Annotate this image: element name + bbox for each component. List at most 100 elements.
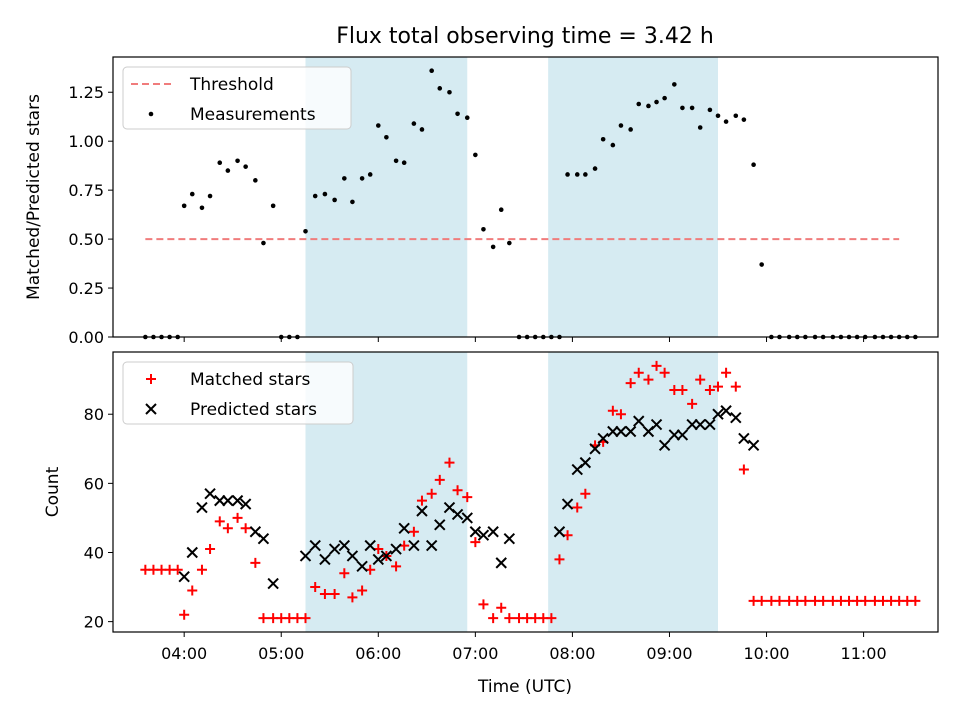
predicted-stars-marker (738, 432, 750, 445)
predicted-stars-marker (299, 550, 312, 562)
measurement-point (455, 111, 460, 117)
measurement-point (342, 176, 347, 181)
matched-stars-marker (172, 564, 183, 575)
predicted-stars-marker (231, 494, 244, 507)
predicted-stars-marker (425, 539, 438, 552)
measurement-point (253, 178, 258, 183)
y-tick-label: 1.00 (68, 132, 104, 151)
legend-box (122, 361, 354, 425)
measurement-point (490, 244, 496, 250)
measurement-point (707, 107, 713, 113)
legend-box (122, 66, 352, 130)
predicted-stars-marker (668, 429, 681, 441)
predicted-stars-marker (196, 501, 208, 514)
legend-predicted-swatch (145, 403, 157, 415)
matched-stars-marker (704, 385, 715, 396)
matched-stars-marker (426, 488, 437, 499)
matched-stars-marker (504, 613, 515, 624)
matched-stars-marker (554, 554, 565, 565)
matched-stars-marker (329, 588, 340, 599)
matched-stars-marker (677, 385, 688, 396)
legend-matched-swatch (146, 374, 156, 384)
measurement-point (610, 142, 616, 148)
predicted-stars-marker (408, 539, 420, 552)
measurement-point (583, 172, 588, 177)
matched-stars-marker (250, 557, 261, 568)
predicted-stars-marker (561, 498, 574, 510)
matched-stars-marker (695, 374, 706, 385)
matched-stars-marker (205, 544, 216, 555)
matched-stars-marker (800, 595, 811, 606)
x-tick-label: 04:00 (161, 644, 207, 663)
predicted-stars-marker (553, 526, 566, 538)
measurement-point (217, 160, 223, 166)
predicted-stars-marker (607, 425, 619, 438)
y-tick-label: 60 (84, 474, 104, 493)
measurement-point (384, 134, 389, 140)
measurement-point (715, 113, 721, 119)
predicted-stars-marker (267, 577, 279, 590)
matched-stars-marker (738, 464, 749, 475)
y-tick-label: 0.00 (68, 328, 104, 347)
matched-stars-marker (496, 602, 507, 613)
figure-title: Flux total observing time = 3.42 h (336, 24, 714, 49)
legend-label: Matched stars (190, 370, 310, 390)
predicted-stars-marker (380, 550, 393, 562)
predicted-stars-marker (372, 553, 385, 566)
matched-stars-marker (444, 457, 455, 468)
matched-stars-marker (240, 523, 251, 534)
measurement-point (498, 207, 504, 213)
measurement-point (464, 115, 470, 120)
predicted-stars-marker (704, 418, 716, 431)
count-panel: 20 40 60 80 04:00 05:00 06:00 07:00 08:00 09:00 10… (43, 351, 939, 663)
predicted-stars-marker (364, 539, 376, 552)
x-tick-label: 06:00 (355, 644, 401, 663)
predicted-stars-marker (338, 539, 351, 552)
matched-stars-marker (408, 526, 419, 537)
measurement-point (225, 168, 231, 173)
measurement-point (646, 103, 651, 109)
matched-stars-marker (196, 564, 207, 575)
axes-frame (112, 351, 939, 633)
x-tick-label: 08:00 (549, 644, 595, 663)
matched-stars-marker (713, 381, 723, 392)
measurement-point (401, 160, 407, 166)
y-tick-label: 0.50 (68, 230, 104, 249)
matched-stars-marker (615, 409, 626, 420)
y-axis-label: Matched/Predicted stars (24, 94, 44, 300)
legend-measurements-swatch (148, 111, 154, 117)
measurement-point (662, 95, 667, 101)
predicted-stars-marker (579, 456, 592, 469)
predicted-stars-marker (451, 508, 464, 521)
measurement-point (751, 162, 756, 167)
matched-stars-marker (434, 474, 445, 485)
matched-stars-marker (300, 613, 311, 624)
matched-stars-marker (651, 360, 662, 371)
measurement-point (437, 86, 443, 91)
y-tick-label: 40 (84, 543, 104, 562)
measurement-point (592, 166, 598, 171)
predicted-stars-marker (461, 512, 473, 524)
measurement-point (741, 117, 747, 122)
matched-stars-marker (730, 381, 741, 392)
measurement-point (481, 227, 486, 232)
measurement-point (574, 172, 580, 177)
legend: Matched stars Predicted stars (122, 361, 354, 425)
matched-stars-marker (546, 613, 557, 624)
measurement-point (350, 199, 355, 205)
predicted-stars-marker (214, 494, 226, 507)
measurement-point (723, 119, 729, 124)
measurement-point (600, 136, 606, 142)
measurement-point (359, 176, 365, 181)
measurement-point (697, 125, 703, 130)
predicted-stars-marker (720, 405, 732, 417)
predicted-stars-marker (328, 543, 341, 555)
measurement-point (672, 82, 677, 87)
predicted-stars-marker (398, 522, 410, 535)
matched-stars-marker (339, 568, 350, 579)
matched-stars-marker (214, 516, 225, 527)
matched-stars-marker (625, 378, 636, 389)
axes-frame (112, 56, 939, 338)
predicted-stars-marker (309, 539, 321, 552)
